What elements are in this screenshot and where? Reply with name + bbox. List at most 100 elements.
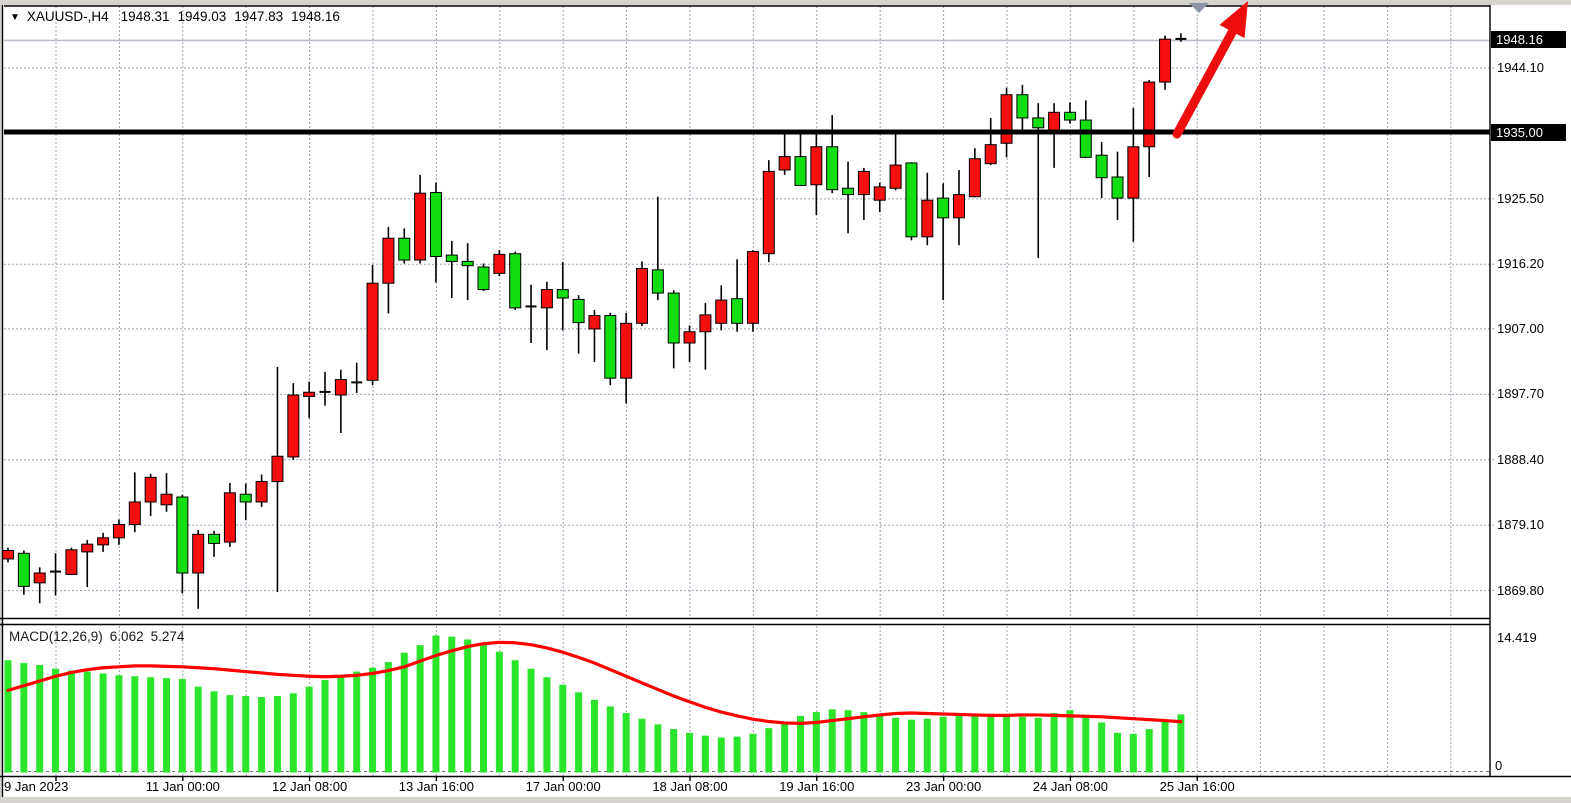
macd-bar [369, 667, 377, 773]
bear-candle [398, 237, 411, 261]
macd-bar [416, 645, 424, 773]
macd-bar [670, 729, 678, 773]
bull-candle [223, 492, 236, 543]
macd-bar [147, 677, 155, 773]
macd-bar [860, 712, 868, 773]
macd-max-tick: 14.419 [1497, 629, 1537, 645]
macd-bar [1034, 717, 1042, 773]
macd-bar [701, 735, 709, 773]
bar-close-value: 1948.16 [291, 9, 340, 24]
bull-candle [287, 394, 300, 458]
price-tick: 1944.10 [1497, 60, 1544, 75]
symbol-dropdown-icon[interactable]: ▼ [10, 12, 20, 23]
macd-bar [844, 710, 852, 773]
bull-candle [128, 501, 141, 525]
bull-candle [81, 543, 94, 553]
macd-bar [892, 717, 900, 773]
bull-candle [540, 289, 553, 309]
macd-bar [606, 706, 614, 773]
time-axis-label: 11 Jan 00:00 [145, 779, 220, 794]
bull-candle [588, 315, 601, 330]
bull-candle [366, 282, 379, 381]
bull-candle [953, 194, 965, 219]
time-axis-label: 17 Jan 00:00 [525, 779, 601, 794]
macd-bar [923, 718, 931, 773]
macd-bar [543, 677, 551, 773]
macd-bar [210, 691, 218, 773]
macd-bar [400, 652, 408, 773]
bull-candle [1127, 146, 1140, 199]
macd-bar [828, 709, 836, 773]
macd-bar [242, 696, 250, 773]
macd-bar [83, 671, 91, 773]
bull-candle [683, 331, 696, 344]
bear-candle [239, 493, 252, 503]
bull-candle [33, 572, 46, 584]
time-axis-label: 23 Jan 00:00 [906, 779, 982, 794]
chart-title: ▼ XAUUSD-,H4 1948.31 1949.03 1947.83 1948.16 [10, 9, 340, 24]
macd-bar [1114, 732, 1121, 773]
macd-bar [907, 719, 915, 773]
bear-candle [794, 156, 807, 186]
macd-bar [590, 699, 598, 773]
macd-bar [511, 660, 519, 773]
macd-bar [194, 686, 202, 773]
bull-candle [715, 299, 728, 324]
bear-candle [429, 191, 442, 257]
indicator-label: MACD(12,26,9) 6.062 5.274 [9, 629, 184, 644]
bear-candle [445, 254, 458, 262]
bull-candle [746, 251, 759, 324]
macd-bar [1161, 719, 1169, 773]
price-tick: 1916.20 [1497, 256, 1544, 272]
macd-bar [1145, 729, 1153, 773]
macd-bar [765, 728, 773, 773]
bear-candle [604, 315, 617, 379]
bear-candle [731, 298, 744, 324]
bear-candle [1016, 94, 1029, 119]
price-axis[interactable]: 1944.10 1925.50 1916.20 1907.00 1897.70 … [1490, 5, 1571, 777]
bear-candle [937, 197, 950, 219]
macd-bar [987, 714, 995, 773]
chart-shift-marker-icon[interactable] [1189, 3, 1209, 13]
indicator-signal-value: 5.274 [150, 629, 185, 644]
bull-candle [160, 493, 173, 506]
bull-candle [112, 523, 125, 539]
bear-candle [556, 289, 569, 299]
bear-candle [572, 298, 585, 324]
bull-candle [97, 537, 110, 546]
price-tick: 1888.40 [1497, 451, 1544, 467]
bar-low-value: 1947.83 [234, 9, 284, 24]
macd-bar [464, 639, 472, 773]
bull-candle [192, 533, 205, 574]
macd-bar [495, 651, 503, 773]
bull-candle [1048, 111, 1061, 133]
trend-arrow-head[interactable] [1219, 1, 1249, 39]
macd-bar [1066, 710, 1074, 773]
bear-candle [651, 269, 664, 294]
macd-bar [622, 713, 630, 773]
price-tick: 1925.50 [1497, 190, 1544, 206]
time-axis-label: 19 Jan 16:00 [779, 779, 855, 794]
bull-candle [493, 253, 506, 274]
bull-candle [636, 267, 648, 324]
bear-candle [176, 496, 189, 574]
bear-candle [461, 260, 474, 267]
time-axis-label: 24 Jan 08:00 [1032, 779, 1108, 794]
time-axis-label: 12 Jan 08:00 [272, 779, 348, 794]
macd-bar [36, 664, 44, 773]
bull-candle [984, 144, 997, 165]
macd-bar [4, 660, 12, 773]
time-axis[interactable]: 9 Jan 2023 11 Jan 00:00 12 Jan 08:00 13 … [0, 778, 1571, 797]
last-price-badge: 1948.16 [1491, 30, 1566, 48]
bear-candle [1111, 176, 1124, 199]
trend-arrow[interactable] [1172, 20, 1241, 139]
bull-candle [1159, 38, 1172, 83]
bull-candle [334, 379, 347, 396]
macd-bar [226, 695, 234, 773]
macd-histogram [4, 635, 1185, 773]
bear-candle [1079, 119, 1092, 158]
macd-bar [1018, 716, 1026, 773]
symbol-period-label: XAUUSD-,H4 [26, 9, 109, 24]
time-axis-label: 9 Jan 2023 [4, 779, 69, 794]
